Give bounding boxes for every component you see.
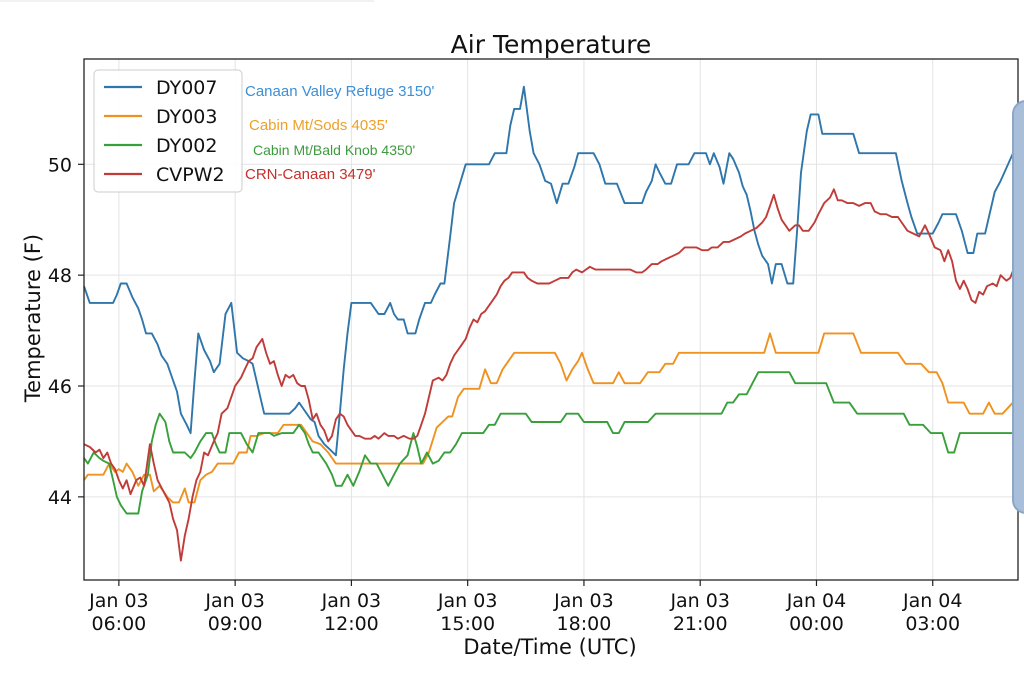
x-tick-label: 21:00: [673, 613, 728, 635]
x-tick-label: Jan 03: [669, 590, 730, 612]
x-tick-label: 15:00: [440, 613, 495, 635]
grid: [84, 59, 1018, 580]
y-tick-label: 48: [48, 265, 72, 287]
x-tick-label: Jan 03: [88, 590, 149, 612]
x-tick-label: Jan 03: [437, 590, 498, 612]
annotation-cvpw2: CRN-Canaan 3479': [245, 166, 376, 183]
x-tick-label: Jan 04: [902, 590, 963, 612]
series-line-dy003: [83, 332, 1019, 504]
legend-label-cvpw2: CVPW2: [156, 164, 225, 186]
annotations: Canaan Valley Refuge 3150' Cabin Mt/Sods …: [245, 83, 435, 183]
legend-box: [93, 69, 243, 193]
side-scroll-tab[interactable]: [1012, 100, 1024, 514]
y-tick-label: 46: [48, 376, 72, 398]
x-tick-label: Jan 03: [553, 590, 614, 612]
annotation-dy007: Canaan Valley Refuge 3150': [245, 83, 435, 100]
series-line-dy002: [83, 371, 1018, 515]
x-tick-label: Jan 04: [786, 590, 847, 612]
y-tick-label: 50: [48, 154, 72, 176]
x-tick-label: 03:00: [905, 613, 960, 635]
x-tick-label: 00:00: [789, 613, 844, 635]
legend-label-dy002: DY002: [156, 135, 217, 157]
x-tick-label: Jan 03: [204, 590, 265, 612]
x-tick-label: 18:00: [557, 613, 612, 635]
x-tick-label: Jan 03: [321, 590, 382, 612]
series-line-dy007: [83, 85, 1019, 457]
series-line-cvpw2: [83, 188, 1019, 562]
y-tick-label: 44: [48, 487, 72, 509]
legend-label-dy007: DY007: [156, 77, 217, 99]
legend: DY007 DY003 DY002 CVPW2: [93, 69, 243, 193]
x-tick-label: 09:00: [208, 613, 263, 635]
annotation-dy003: Cabin Mt/Sods 4035': [249, 117, 388, 134]
legend-label-dy003: DY003: [156, 106, 217, 128]
x-axis-label: Date/Time (UTC): [463, 635, 636, 659]
y-axis-label: Temperature (F): [21, 234, 45, 403]
x-tick-label: 06:00: [91, 613, 146, 635]
top-hairline: [0, 0, 374, 2]
annotation-dy002: Cabin Mt/Bald Knob 4350': [253, 142, 415, 158]
chart-title: Air Temperature: [451, 30, 652, 59]
series-lines: [83, 85, 1019, 562]
x-tick-label: 12:00: [324, 613, 379, 635]
